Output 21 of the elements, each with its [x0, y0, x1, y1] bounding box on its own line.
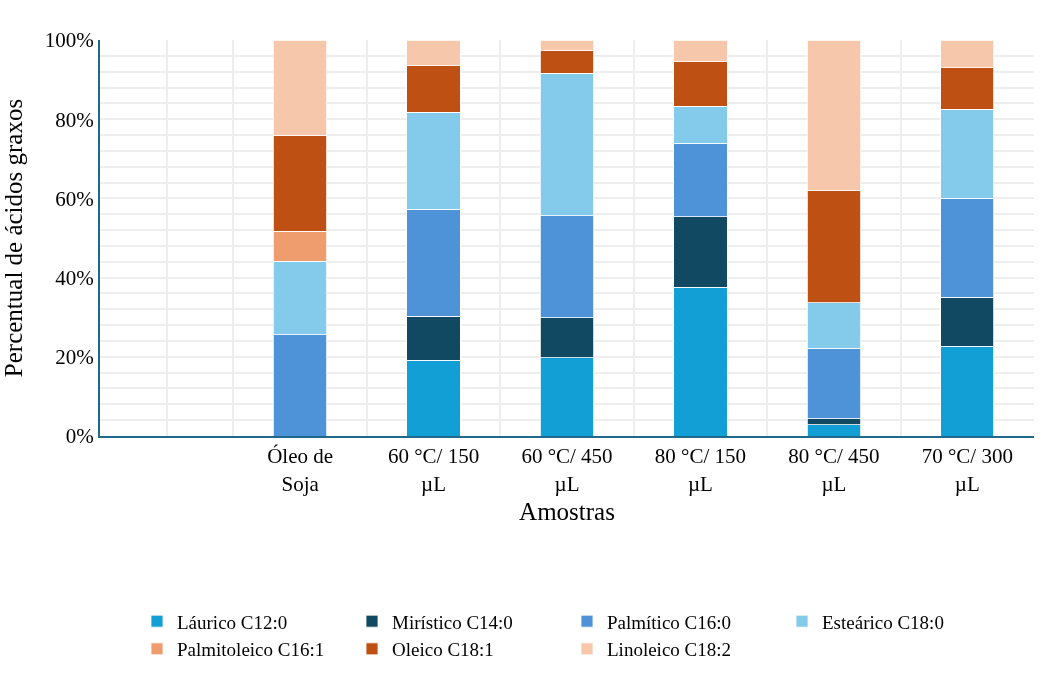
y-tick-label: 0%: [65, 424, 94, 449]
legend-label: Oleico C18:1: [392, 639, 494, 661]
x-tick-label: Óleo de Soja: [267, 444, 334, 496]
x-tick-label: 80 °C/ 450 µL: [788, 444, 880, 496]
y-tick-label: 20%: [55, 345, 94, 370]
legend-label: Esteárico C18:0: [822, 611, 944, 633]
x-tick-label: 70 °C/ 300 µL: [921, 444, 1013, 496]
legend-label: Palmítico C16:0: [607, 611, 732, 633]
x-axis-title: Amostras: [519, 498, 615, 525]
legend-label: Mirístico C14:0: [392, 611, 513, 633]
y-tick-label: 40%: [55, 265, 94, 290]
legend-label: Palmitoleico C16:1: [177, 639, 325, 661]
legend-label: Láurico C12:0: [177, 611, 288, 633]
x-tick-label: 60 °C/ 450 µL: [521, 444, 613, 496]
x-tick-label: 60 °C/ 150 µL: [387, 444, 480, 496]
y-tick-label: 100%: [44, 28, 94, 53]
legend-label: Linoleico C18:2: [607, 639, 732, 661]
y-tick-label: 60%: [55, 186, 94, 211]
y-axis-title: Percentual de ácidos graxos: [0, 98, 28, 378]
y-tick-label: 80%: [55, 107, 94, 132]
x-tick-label: 80 °C/ 150 µL: [654, 444, 747, 496]
